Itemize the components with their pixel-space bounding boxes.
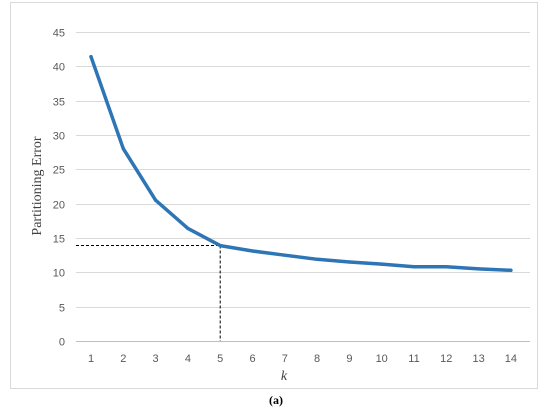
x-tick-label: 3 <box>153 353 159 365</box>
data-point <box>186 226 190 230</box>
y-tick-label: 30 <box>53 131 65 143</box>
data-point <box>218 243 222 248</box>
y-axis-title: Partitioning Error <box>30 136 45 235</box>
y-tick-label: 20 <box>53 200 65 212</box>
x-axis-title: k <box>281 369 288 384</box>
y-tick-label: 15 <box>53 234 65 246</box>
data-point <box>412 265 416 269</box>
y-tick-label: 45 <box>53 28 65 40</box>
y-tick-label: 10 <box>53 268 65 280</box>
data-point <box>477 267 481 271</box>
x-tick-labels: 1 2 3 4 5 6 7 8 9 10 11 12 13 14 <box>88 353 517 365</box>
x-tick-label: 1 <box>88 353 94 365</box>
x-tick-label: 11 <box>408 353 419 365</box>
data-point <box>315 257 319 261</box>
x-tick-label: 6 <box>249 353 255 365</box>
data-point <box>89 55 93 59</box>
x-tick-label: 2 <box>120 353 126 365</box>
x-tick-label: 5 <box>217 353 223 365</box>
y-tick-label: 25 <box>53 165 65 177</box>
series-line <box>89 54 513 273</box>
figure-caption: (a) <box>269 393 283 407</box>
x-tick-label: 12 <box>440 353 452 365</box>
y-tick-labels: 0 5 10 15 20 25 30 35 40 45 <box>53 28 65 349</box>
x-tick-label: 10 <box>376 353 388 365</box>
data-point <box>154 198 158 202</box>
data-point <box>380 262 384 266</box>
data-point <box>121 147 125 151</box>
data-point <box>444 265 448 269</box>
data-point <box>509 268 513 272</box>
data-point <box>250 249 255 253</box>
y-tick-label: 5 <box>59 303 65 315</box>
x-tick-label: 9 <box>346 353 352 365</box>
x-tick-label: 7 <box>282 353 288 365</box>
data-point <box>347 260 351 264</box>
x-tick-label: 4 <box>185 353 191 365</box>
y-tick-label: 35 <box>53 97 65 109</box>
data-point <box>283 253 287 257</box>
elbow-annotation <box>76 245 221 341</box>
y-tick-label: 40 <box>53 62 65 74</box>
gridlines <box>76 32 530 342</box>
y-tick-label: 0 <box>59 337 65 349</box>
series-layer <box>89 54 513 273</box>
chart-border <box>10 2 538 389</box>
x-tick-label: 8 <box>314 353 320 365</box>
x-tick-label: 14 <box>505 353 517 365</box>
x-tick-label: 13 <box>472 353 484 365</box>
